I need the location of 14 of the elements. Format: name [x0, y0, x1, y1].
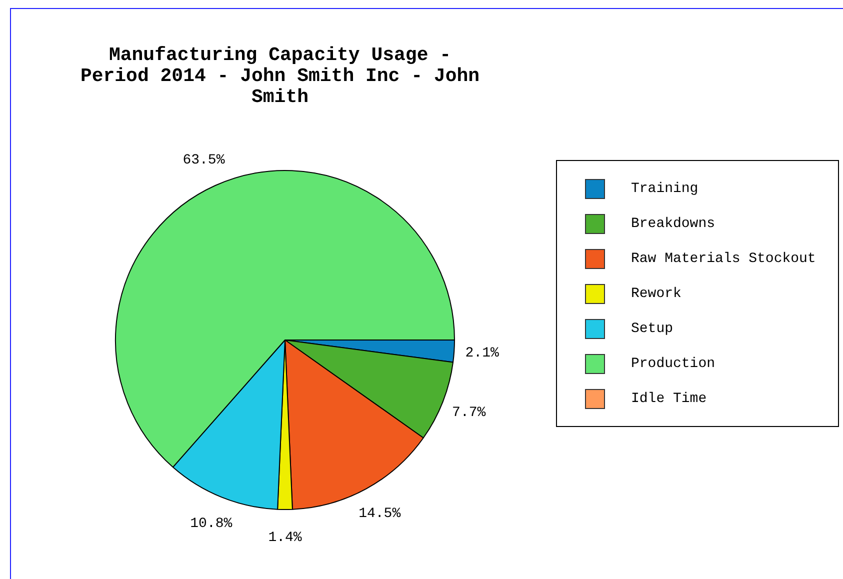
data-label: 7.7%	[452, 404, 486, 421]
data-label: 10.8%	[190, 516, 233, 532]
data-label: 63.5%	[182, 152, 226, 169]
chart-title: Manufacturing Capacity Usage - Period 2014 - John Smith Inc - John Smith	[80, 44, 480, 108]
legend-label: Rework	[631, 286, 682, 302]
data-label: 2.1%	[465, 346, 500, 362]
legend-label: Raw Materials Stockout	[631, 250, 816, 266]
legend-label: Production	[631, 356, 716, 372]
legend-label: Training	[631, 180, 698, 196]
legend-label: Setup	[631, 320, 674, 336]
legend-label: Breakdowns	[631, 216, 716, 232]
legend-label: Idle Time	[631, 390, 707, 406]
data-label: 14.5%	[358, 506, 402, 522]
data-label: 1.4%	[268, 530, 302, 546]
